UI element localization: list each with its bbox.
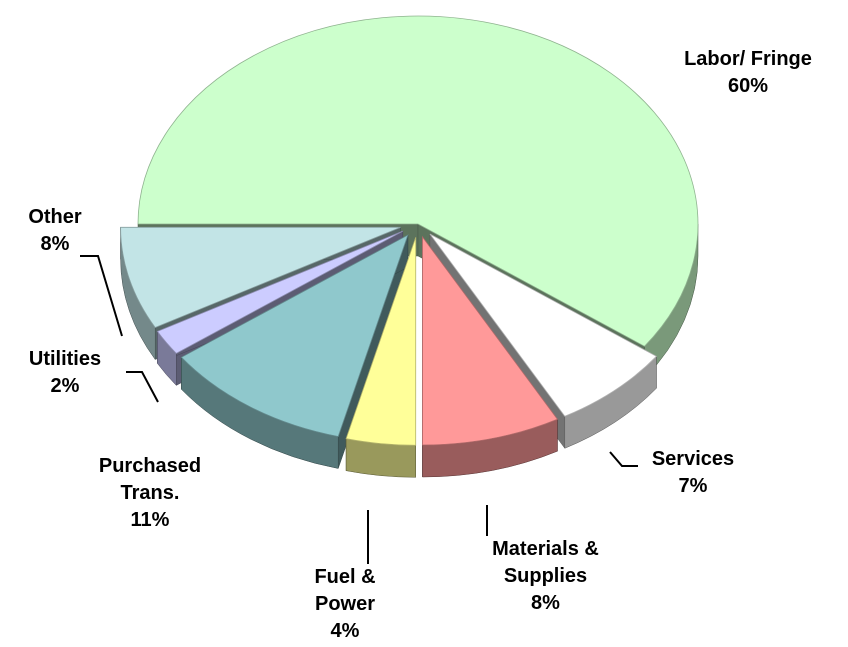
value-label: 8%: [40, 233, 70, 255]
slice-label: Labor/ Fringe 60%: [658, 46, 838, 100]
category-label: Other: [28, 206, 82, 228]
category-label: Materials & Supplies: [492, 538, 599, 587]
category-label: Utilities: [28, 348, 102, 370]
slice-label: Services 7%: [618, 446, 768, 500]
slice: [345, 237, 417, 446]
slice: [180, 234, 409, 437]
slice-label: Fuel & Power 4%: [300, 564, 390, 645]
slice-label: Other 8%: [10, 204, 100, 258]
value-label: 11%: [130, 509, 170, 531]
category-label: Services: [651, 448, 735, 470]
slice-label: Materials & Supplies 8%: [468, 536, 623, 617]
slice-label: Purchased Trans. 11%: [80, 453, 220, 534]
slice-label: Utilities 2%: [10, 346, 120, 400]
value-label: 7%: [678, 475, 708, 497]
slice: [156, 230, 403, 354]
leader-line: [80, 255, 123, 337]
leader-line: [609, 451, 638, 467]
pie: [120, 15, 699, 478]
value-label: 8%: [531, 592, 560, 614]
slice: [137, 15, 699, 347]
slice: [429, 233, 658, 417]
category-label: Labor/ Fringe: [684, 48, 812, 70]
category-label: Fuel & Power: [314, 566, 376, 615]
value-label: 60%: [727, 75, 769, 97]
value-label: 2%: [50, 375, 80, 397]
leader-line: [126, 371, 159, 403]
slice: [120, 226, 401, 328]
slice: [422, 235, 559, 446]
value-label: 4%: [330, 620, 360, 642]
category-label: Purchased Trans.: [98, 455, 202, 504]
